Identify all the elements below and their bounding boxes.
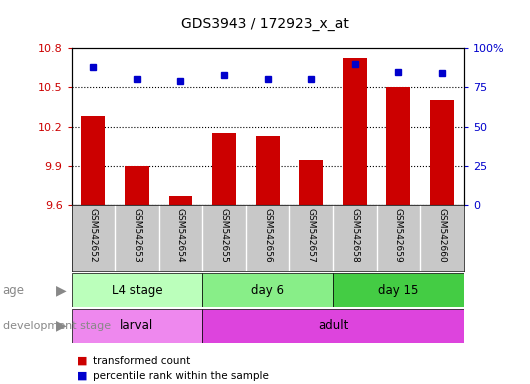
Bar [333, 273, 464, 307]
Bar [82, 116, 105, 205]
Text: GSM542655: GSM542655 [219, 208, 228, 263]
Text: GSM542660: GSM542660 [437, 208, 446, 263]
Text: GSM542659: GSM542659 [394, 208, 403, 263]
Text: day 15: day 15 [378, 284, 419, 297]
Text: GSM542656: GSM542656 [263, 208, 272, 263]
Text: day 6: day 6 [251, 284, 284, 297]
Text: adult: adult [318, 319, 348, 332]
Text: GSM542653: GSM542653 [132, 208, 142, 263]
Bar [255, 136, 280, 205]
Text: ▶: ▶ [56, 319, 66, 333]
Text: development stage: development stage [3, 321, 111, 331]
Text: transformed count: transformed count [93, 356, 190, 366]
Bar [430, 101, 454, 205]
Text: ■: ■ [77, 371, 87, 381]
Bar [125, 166, 149, 205]
Text: GSM542657: GSM542657 [307, 208, 316, 263]
Text: GSM542654: GSM542654 [176, 208, 185, 263]
Bar [72, 273, 202, 307]
Bar [202, 273, 333, 307]
Bar [72, 309, 202, 343]
Text: GDS3943 / 172923_x_at: GDS3943 / 172923_x_at [181, 17, 349, 31]
Text: age: age [3, 284, 25, 297]
Text: larval: larval [120, 319, 154, 332]
Text: ▶: ▶ [56, 283, 66, 297]
Text: L4 stage: L4 stage [112, 284, 162, 297]
Bar [212, 133, 236, 205]
Bar [343, 58, 367, 205]
Bar [299, 159, 323, 205]
Text: GSM542658: GSM542658 [350, 208, 359, 263]
Bar [386, 88, 410, 205]
Bar [169, 196, 192, 205]
Text: ■: ■ [77, 356, 87, 366]
Text: percentile rank within the sample: percentile rank within the sample [93, 371, 269, 381]
Bar [202, 309, 464, 343]
Text: GSM542652: GSM542652 [89, 208, 98, 263]
